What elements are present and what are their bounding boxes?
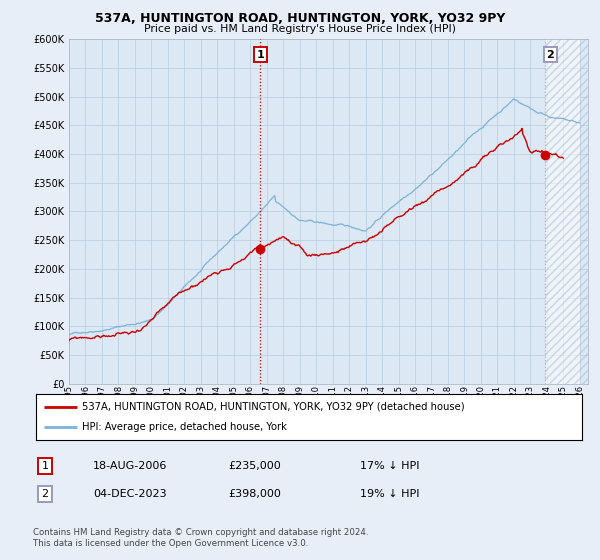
Text: HPI: Average price, detached house, York: HPI: Average price, detached house, York [82, 422, 287, 432]
Text: 18-AUG-2006: 18-AUG-2006 [93, 461, 167, 471]
Text: 1: 1 [41, 461, 49, 471]
Text: £398,000: £398,000 [228, 489, 281, 499]
Text: 04-DEC-2023: 04-DEC-2023 [93, 489, 167, 499]
Text: 2: 2 [547, 49, 554, 59]
Text: 537A, HUNTINGTON ROAD, HUNTINGTON, YORK, YO32 9PY: 537A, HUNTINGTON ROAD, HUNTINGTON, YORK,… [95, 12, 505, 25]
Text: 1: 1 [257, 49, 265, 59]
Text: 537A, HUNTINGTON ROAD, HUNTINGTON, YORK, YO32 9PY (detached house): 537A, HUNTINGTON ROAD, HUNTINGTON, YORK,… [82, 402, 465, 412]
Text: 17% ↓ HPI: 17% ↓ HPI [360, 461, 419, 471]
Text: 2: 2 [41, 489, 49, 499]
Text: Price paid vs. HM Land Registry's House Price Index (HPI): Price paid vs. HM Land Registry's House … [144, 24, 456, 34]
Text: Contains HM Land Registry data © Crown copyright and database right 2024.
This d: Contains HM Land Registry data © Crown c… [33, 528, 368, 548]
Text: 19% ↓ HPI: 19% ↓ HPI [360, 489, 419, 499]
Text: £235,000: £235,000 [228, 461, 281, 471]
Bar [545, 39, 588, 384]
